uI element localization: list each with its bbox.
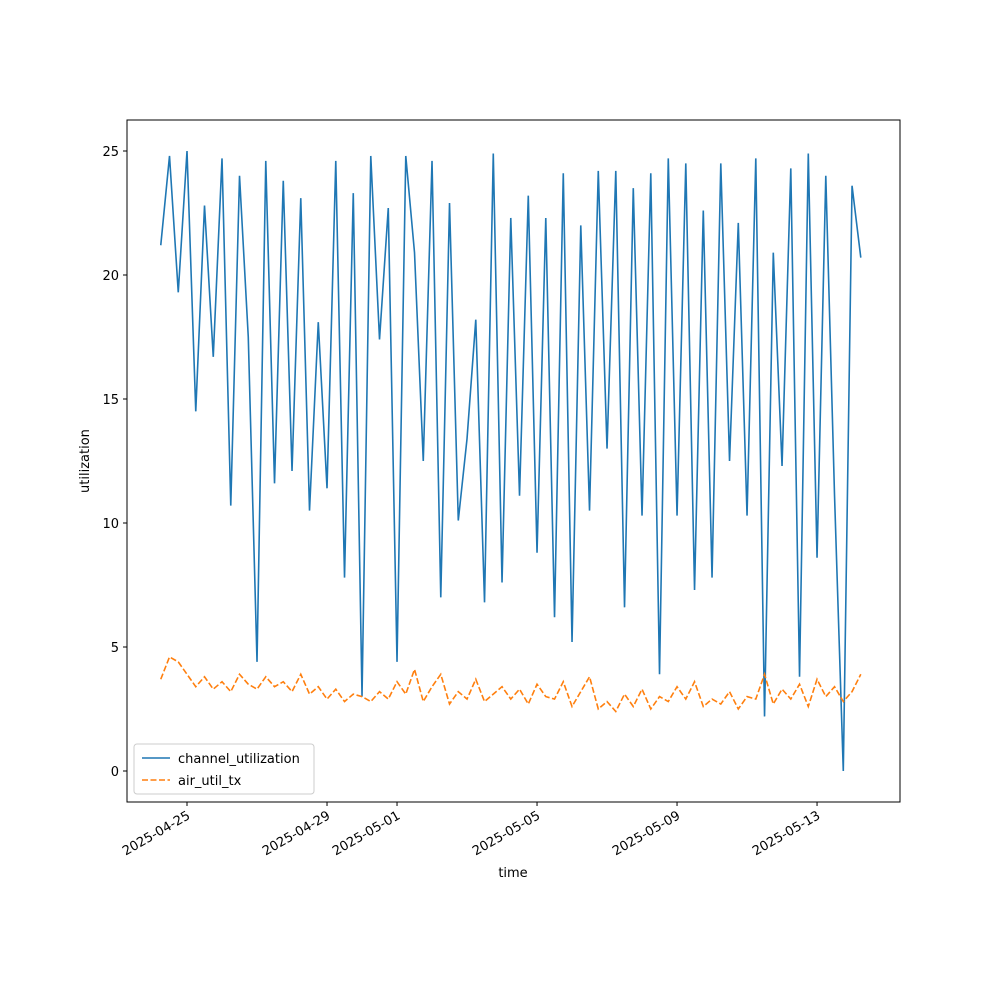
y-tick-label: 20 (102, 269, 119, 284)
x-axis-label: time (498, 866, 527, 881)
y-tick-label: 15 (102, 393, 119, 408)
y-tick-label: 10 (102, 517, 119, 532)
y-axis-label: utilization (78, 429, 93, 493)
plot-frame (126, 119, 901, 803)
series-line (160, 655, 862, 713)
y-tick-label: 0 (111, 765, 119, 780)
series-line (159, 150, 862, 772)
y-tick-label: 5 (111, 641, 119, 656)
y-tick-label: 25 (102, 145, 119, 160)
legend-box (133, 743, 315, 795)
legend-label: channel_utilization (178, 752, 300, 767)
legend-label: air_util_tx (178, 774, 242, 789)
